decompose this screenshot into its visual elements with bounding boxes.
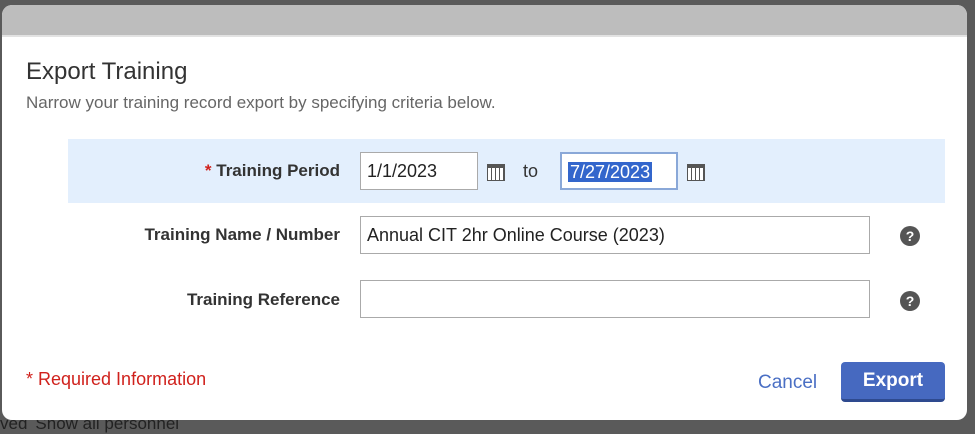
period-to-input[interactable]: 7/27/2023 (560, 152, 678, 190)
period-from-input[interactable]: 1/1/2023 (360, 152, 478, 190)
training-period-label-text: Training Period (216, 161, 340, 180)
export-button[interactable]: Export (841, 362, 945, 402)
training-period-row: * Training Period 1/1/2023 to 7/27/2023 (68, 139, 945, 203)
calendar-icon[interactable] (687, 164, 705, 181)
training-name-row: Training Name / Number Annual CIT 2hr On… (68, 203, 945, 267)
help-icon[interactable]: ? (900, 291, 920, 311)
required-mark: * (204, 161, 212, 180)
training-name-input[interactable]: Annual CIT 2hr Online Course (2023) (360, 216, 870, 254)
period-to-value: 7/27/2023 (568, 162, 653, 182)
dialog-title: Export Training (26, 58, 188, 85)
help-icon[interactable]: ? (900, 226, 920, 246)
training-name-label: Training Name / Number (144, 225, 340, 244)
training-reference-row: Training Reference ? (68, 268, 945, 332)
export-training-dialog: Export Training Narrow your training rec… (2, 5, 967, 420)
training-reference-input[interactable] (360, 280, 870, 318)
calendar-icon[interactable] (487, 164, 505, 181)
dialog-header-bar[interactable] (2, 5, 967, 37)
required-information-note: * Required Information (26, 369, 207, 389)
dialog-subtitle: Narrow your training record export by sp… (26, 93, 496, 112)
training-period-label: * Training Period (205, 161, 340, 181)
to-label: to (523, 161, 539, 181)
cancel-button[interactable]: Cancel (758, 372, 818, 393)
training-reference-label: Training Reference (186, 290, 340, 309)
